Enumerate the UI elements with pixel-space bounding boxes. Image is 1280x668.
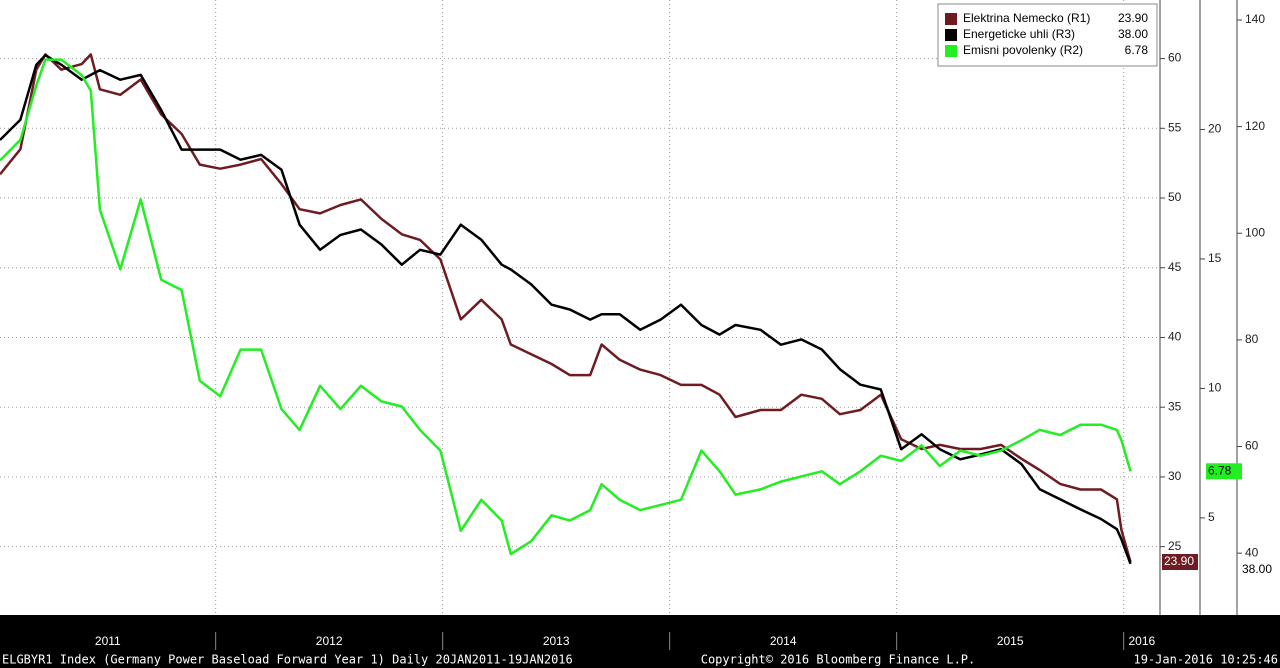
- legend-swatch: [945, 13, 957, 25]
- y2-tick-label: 10: [1208, 381, 1222, 395]
- last-value-label: 23.90: [1164, 554, 1194, 568]
- y3-tick-label: 80: [1245, 332, 1259, 346]
- y2-tick-label: 5: [1208, 510, 1215, 524]
- legend-swatch: [945, 29, 957, 41]
- axis-area: [1160, 0, 1280, 615]
- y-tick-label: 40: [1168, 330, 1182, 344]
- y-tick-label: 55: [1168, 120, 1182, 134]
- axes: 2011 2012 2013 2014 2015 20162530354045505560…: [95, 12, 1272, 650]
- y3-tick-label: 120: [1245, 119, 1265, 133]
- x-tick-label: 2013: [543, 634, 570, 648]
- x-tick-label: 2015: [997, 634, 1024, 648]
- legend-value: 38.00: [1118, 27, 1148, 41]
- y2-tick-label: 20: [1208, 122, 1222, 136]
- footer-center: Copyright© 2016 Bloomberg Finance L.P.: [701, 653, 976, 667]
- legend-swatch: [945, 45, 957, 57]
- legend-box: [937, 3, 1158, 67]
- legend-label: Elektrina Nemecko (R1): [963, 11, 1090, 25]
- footer-right: 19-Jan-2016 10:25:46: [1134, 653, 1279, 667]
- series-line: [0, 58, 1132, 556]
- lines: [0, 53, 1132, 565]
- y3-tick-label: 100: [1245, 225, 1265, 239]
- last-value-label: 38.00: [1242, 562, 1272, 576]
- x-tick-label: 2016: [1128, 634, 1155, 648]
- y-tick-label: 25: [1168, 539, 1182, 553]
- y3-tick-label: 60: [1245, 439, 1259, 453]
- series-line: [0, 53, 1132, 565]
- plot-area: [0, 0, 1160, 615]
- x-tick-label: 2012: [316, 634, 343, 648]
- y2-tick-label: 15: [1208, 251, 1222, 265]
- y3-tick-label: 40: [1245, 545, 1259, 559]
- last-value-box: [1206, 463, 1242, 480]
- y3-tick-label: 140: [1245, 12, 1265, 26]
- x-tick-label: 2011: [95, 634, 121, 648]
- footer-left: ELGBYR1 Index (Germany Power Baseload Fo…: [2, 653, 573, 667]
- legend-label: Emisni povolenky (R2): [963, 43, 1083, 57]
- grid: [0, 0, 1160, 615]
- last-value-label: 6.78: [1208, 463, 1232, 477]
- legend-value: 6.78: [1125, 43, 1149, 57]
- y-tick-label: 35: [1168, 399, 1182, 413]
- legend: Elektrina Nemecko (R1) 23.90 Energeticke u…: [937, 3, 1158, 67]
- legend-label: Energeticke uhli (R3): [963, 27, 1075, 41]
- x-tick-label: 2014: [770, 634, 797, 648]
- last-value-box: [1162, 554, 1198, 571]
- legend-value: 23.90: [1118, 11, 1148, 25]
- y-tick-label: 50: [1168, 190, 1182, 204]
- y-tick-label: 45: [1168, 260, 1182, 274]
- y-tick-label: 30: [1168, 469, 1182, 483]
- y-tick-label: 60: [1168, 51, 1182, 65]
